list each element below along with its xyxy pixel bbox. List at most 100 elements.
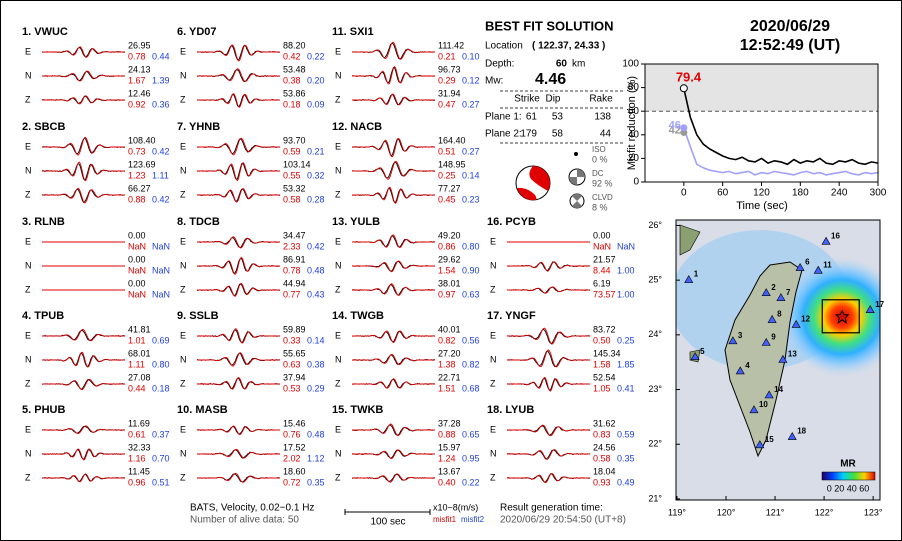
synthetic-trace (197, 448, 280, 459)
station-label: 14 (774, 385, 783, 394)
misfit1: 1.51 (438, 383, 456, 393)
misfit2: 0.80 (152, 359, 170, 369)
station-label: 16 (831, 231, 840, 240)
misfit1: 0.59 (283, 146, 301, 156)
component-label: CLVD (592, 193, 613, 202)
misfit2: 1.11 (152, 170, 169, 180)
misfit1: 1.38 (438, 359, 456, 369)
station-name: 13. YULB (332, 216, 380, 228)
station-name: 8. TDCB (177, 216, 220, 228)
component: E (25, 46, 31, 56)
y-tick-label: 100 (622, 59, 639, 70)
component: Z (335, 284, 341, 294)
component: Z (335, 189, 341, 199)
station-marker (865, 305, 875, 313)
misfit2: 0.68 (462, 383, 480, 393)
iso-icon (574, 152, 578, 156)
station-label: 5 (700, 347, 705, 356)
misfit2: 0.70 (152, 453, 170, 463)
component: N (335, 260, 342, 270)
column-header: Strike (514, 94, 540, 105)
component: Z (25, 378, 31, 388)
synthetic-trace (42, 70, 125, 82)
misfit2: 1.00 (617, 289, 635, 299)
amplitude: 111.42 (438, 40, 464, 50)
synthetic-trace (507, 286, 590, 294)
station-name: 17. YNGF (487, 310, 536, 322)
misfit2: 0.42 (152, 146, 170, 156)
component: E (25, 330, 31, 340)
component: E (490, 236, 496, 246)
synthetic-trace (42, 46, 125, 58)
amplitude: 41.81 (128, 324, 151, 334)
misfit1: NaN (128, 241, 146, 251)
component: E (335, 46, 341, 56)
amplitude: 21.57 (593, 254, 616, 264)
scale-time: 100 sec (370, 517, 405, 528)
amplitude: 18.04 (593, 466, 616, 476)
component: Z (180, 378, 186, 388)
misfit1: 0.72 (283, 477, 301, 487)
misfit1: 73.57 (593, 289, 616, 299)
component: N (180, 448, 187, 458)
misfit2: 0.51 (152, 477, 170, 487)
amplitude: 77.27 (438, 183, 461, 193)
amplitude: 27.20 (438, 348, 461, 358)
series-line (683, 127, 879, 176)
amplitude: 22.71 (438, 372, 461, 382)
station-marker (735, 366, 745, 375)
misfit1: 0.45 (438, 194, 456, 204)
x-tick-label: 240 (831, 188, 848, 199)
component: Z (490, 378, 496, 388)
y-axis-label: Misfit reduction (%) (626, 76, 638, 170)
misfit2: 0.69 (152, 335, 170, 345)
synthetic-trace (197, 472, 280, 483)
component: N (25, 354, 32, 364)
result-time: 2020/06/29 20:54:50 (UT+8) (500, 515, 626, 526)
component: E (490, 424, 496, 434)
synthetic-trace (507, 349, 590, 368)
misfit1: 0.51 (438, 146, 456, 156)
component: Z (180, 189, 186, 199)
synthetic-trace (352, 41, 435, 60)
amplitude: 52.54 (593, 372, 616, 382)
lat-label: 21° (648, 493, 662, 503)
amplitude: 103.14 (283, 159, 311, 169)
misfit2: 0.22 (307, 51, 325, 61)
synthetic-trace (197, 137, 280, 156)
station-name: 15. TWKB (332, 404, 383, 416)
component: N (180, 165, 187, 175)
amplitude: 88.20 (283, 40, 306, 50)
misfit2: 0.37 (152, 429, 170, 439)
synthetic-trace (197, 93, 280, 108)
lat-label: 25° (648, 275, 662, 285)
lat-label: 26° (648, 220, 662, 230)
component-label: ISO (592, 145, 606, 154)
y-tick-label: 80 (628, 82, 640, 93)
component: Z (335, 94, 341, 104)
synthetic-trace (42, 448, 125, 461)
station-marker (778, 354, 788, 363)
component: N (335, 70, 342, 80)
station-marker (821, 236, 831, 245)
misfit2: 0.23 (462, 194, 480, 204)
amplitude: 32.33 (128, 442, 151, 452)
synthetic-trace (352, 378, 435, 389)
misfit1: NaN (128, 265, 146, 275)
station-name: 1. VWUC (22, 26, 68, 38)
synthetic-trace (507, 376, 590, 392)
component: Z (335, 472, 341, 482)
misfit1: 0.61 (128, 429, 146, 439)
synthetic-trace (197, 256, 280, 275)
synthetic-trace (352, 234, 435, 249)
misfit2: 0.48 (307, 265, 325, 275)
colorbar-ticks: 0 20 40 60 (827, 483, 870, 493)
station-label: 11 (823, 260, 832, 269)
amplitude: 18.60 (283, 466, 306, 476)
amplitude: 96.73 (438, 64, 461, 74)
misfit2: NaN (617, 241, 635, 251)
misfit2: 0.14 (462, 170, 480, 180)
table-rules (500, 90, 625, 144)
plane-label: Plane 2: (485, 129, 522, 140)
